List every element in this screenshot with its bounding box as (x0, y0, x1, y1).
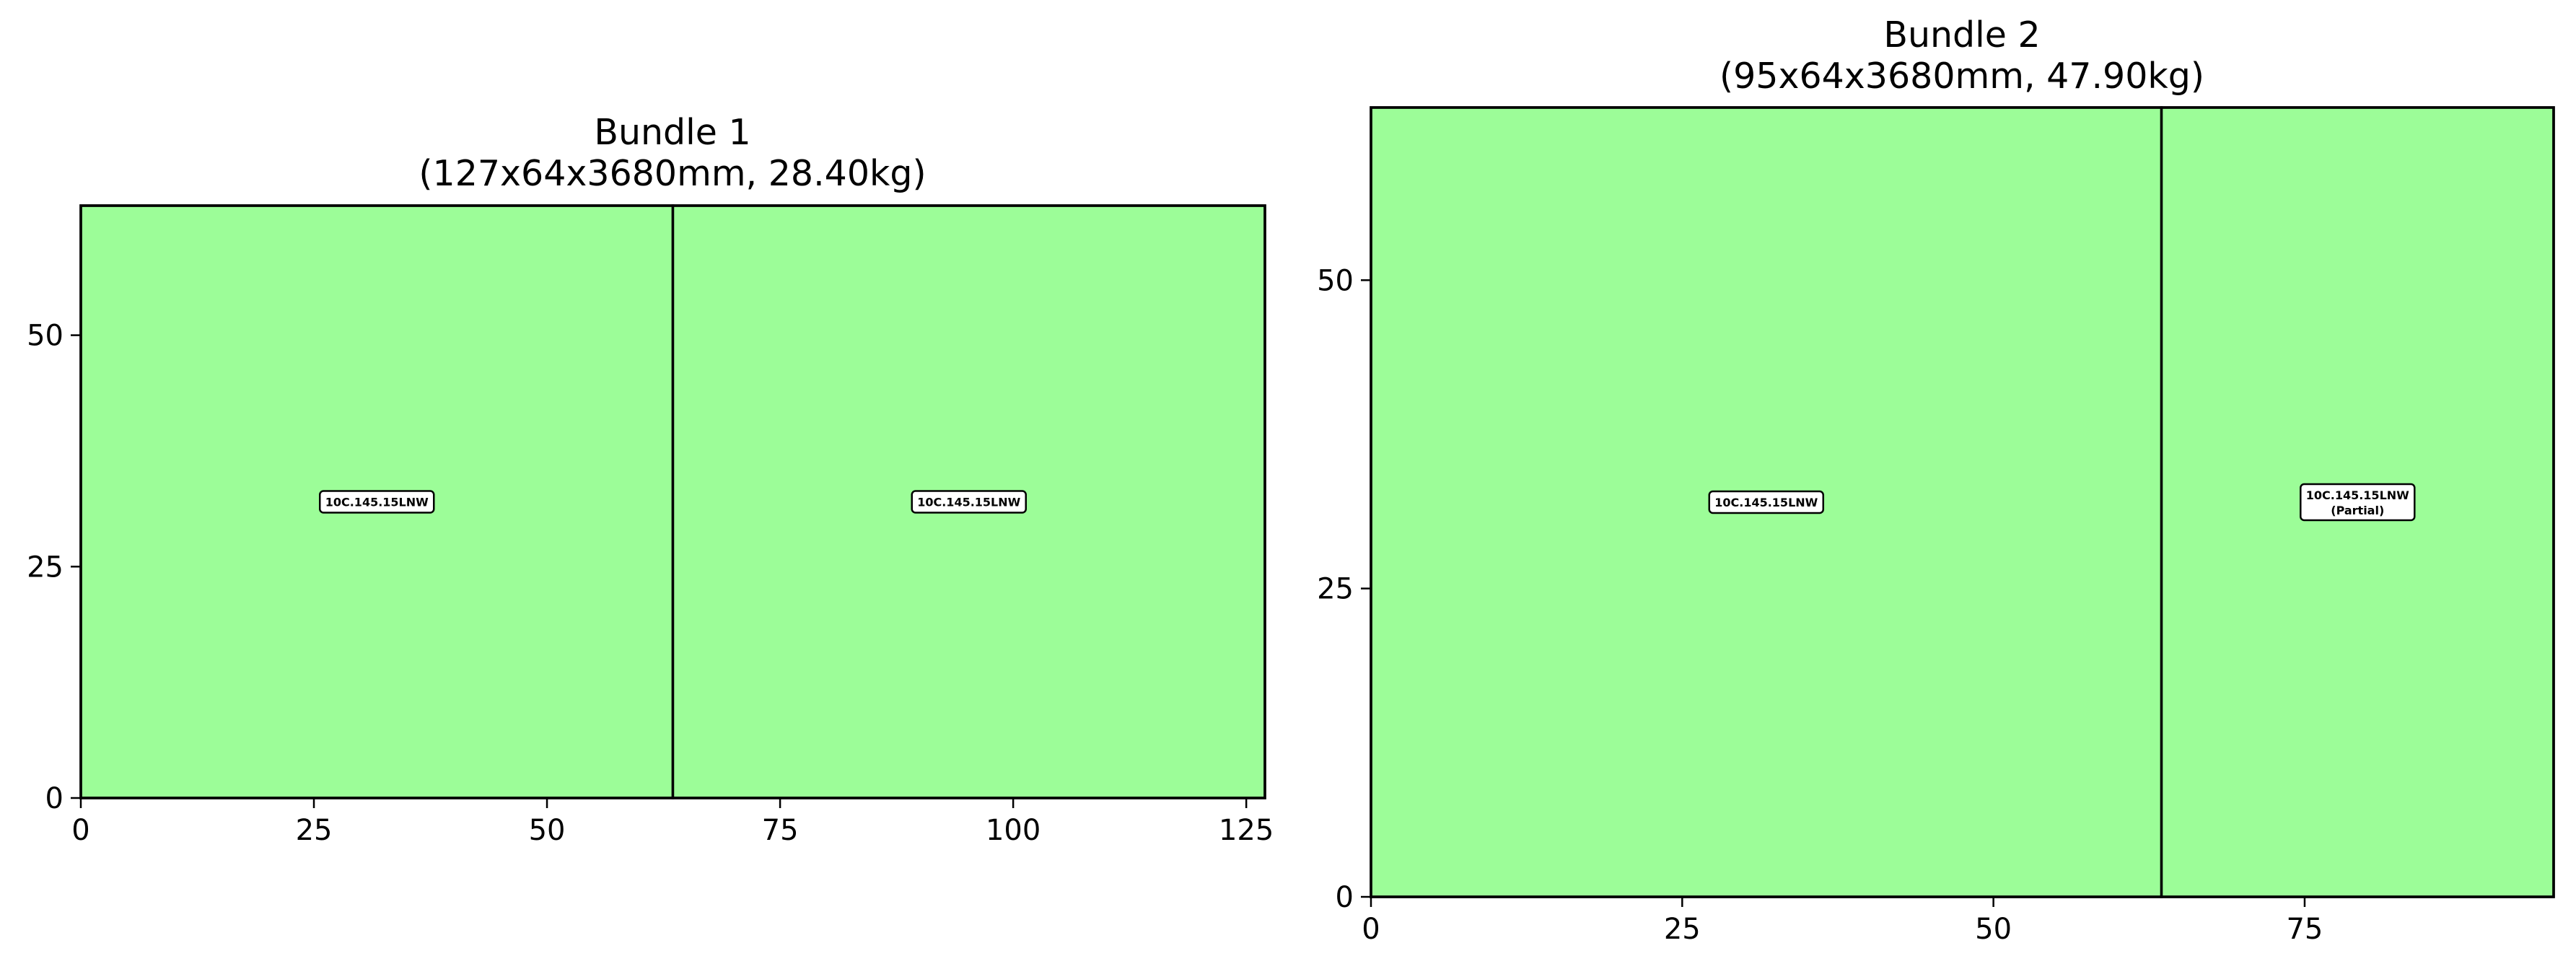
x-tick-label: 100 (986, 814, 1041, 847)
y-tick-label: 25 (1317, 573, 1354, 606)
chart-marks: 10C.145.15LNW 10C.145.15LNW (Partial) 0 25 50… (1317, 106, 2555, 946)
chart-bundle-1: Bundle 1 (127x64x3680mm, 28.40kg) 10C.14… (27, 112, 1274, 847)
piece-sublabel: (Partial) (2331, 504, 2384, 517)
y-tick-label: 50 (1317, 264, 1354, 297)
piece-label-box (1708, 490, 1825, 514)
x-tick-label: 0 (71, 814, 89, 847)
x-tick-label: 25 (296, 814, 333, 847)
chart-title: Bundle 2 (1883, 14, 2040, 56)
x-tick-label: 25 (1664, 913, 1701, 946)
piece-label-box (911, 490, 1027, 514)
y-tick-label: 25 (27, 551, 63, 584)
axes-frame (1370, 106, 2555, 898)
y-tick-label: 0 (45, 782, 63, 815)
chart-title: Bundle 1 (594, 112, 750, 153)
chart-subtitle: (127x64x3680mm, 28.40kg) (419, 153, 926, 194)
piece-label: 10C.145.15LNW (325, 496, 429, 509)
piece-label: 10C.145.15LNW (2306, 488, 2409, 502)
x-tick-label: 0 (1362, 913, 1380, 946)
piece-label: 10C.145.15LNW (917, 496, 1020, 509)
x-tick-label: 125 (1219, 814, 1274, 847)
axes-frame (79, 204, 1266, 799)
y-tick-label: 50 (27, 320, 63, 353)
x-tick-label: 75 (762, 814, 799, 847)
piece-label-box (319, 490, 435, 514)
chart-marks: 10C.145.15LNW 10C.145.15LNW 0 25 50 75 100 125 0… (27, 204, 1274, 847)
x-tick-label: 50 (1975, 913, 2012, 946)
y-tick-label: 0 (1336, 881, 1354, 914)
x-tick-label: 75 (2286, 913, 2323, 946)
chart-subtitle: (95x64x3680mm, 47.90kg) (1719, 56, 2204, 97)
piece-label: 10C.145.15LNW (1714, 496, 1818, 509)
chart-bundle-2: Bundle 2 (95x64x3680mm, 47.90kg) 10C.145… (1317, 14, 2555, 946)
x-tick-label: 50 (529, 814, 566, 847)
piece-label-box (2300, 483, 2416, 522)
